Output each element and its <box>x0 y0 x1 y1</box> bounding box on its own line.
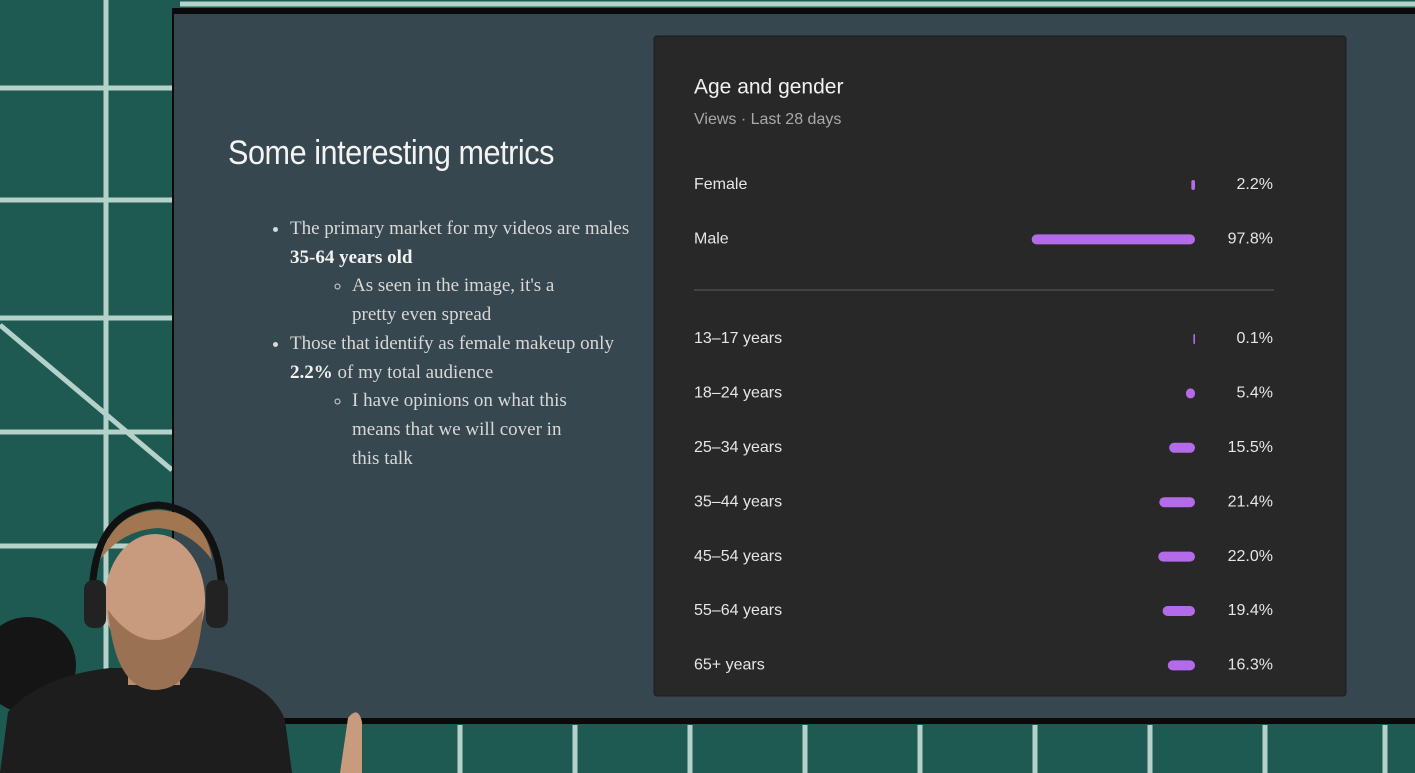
slide-title: Some interesting metrics <box>228 134 554 172</box>
bar <box>1158 551 1195 562</box>
bullet-text: The primary market for my videos are mal… <box>290 218 630 239</box>
value-label: 22.0% <box>1228 548 1273 565</box>
category-label: 55–64 years <box>694 602 782 619</box>
bar <box>1031 234 1195 245</box>
bullet-list: The primary market for my videos are mal… <box>248 215 630 473</box>
bar-chart: Female 2.2% Male 97.8% 13–17 years 0.1% 18–24 … <box>694 176 1273 673</box>
category-label: Female <box>694 176 747 193</box>
category-label: 45–54 years <box>694 548 782 565</box>
category-label: 13–17 years <box>694 330 782 347</box>
value-label: 2.2% <box>1237 176 1273 193</box>
sub-bullet: As seen in the image, it's a pretty even… <box>352 272 592 329</box>
value-label: 0.1% <box>1237 330 1273 347</box>
category-label: Male <box>694 231 729 248</box>
category-label: 18–24 years <box>694 385 782 402</box>
bar <box>1167 660 1195 671</box>
presenter <box>0 501 362 773</box>
bar <box>1193 334 1195 344</box>
bar <box>1162 606 1195 616</box>
value-label: 16.3% <box>1228 657 1273 674</box>
value-label: 21.4% <box>1228 493 1273 510</box>
bar <box>1191 180 1195 190</box>
bar <box>1185 388 1195 399</box>
value-label: 15.5% <box>1228 439 1273 456</box>
category-label: 35–44 years <box>694 493 782 510</box>
bullet: Those that identify as female makeup onl… <box>290 330 630 474</box>
sub-bullet: I have opinions on what this means that … <box>352 387 592 473</box>
bullet-text: of my total audience <box>332 361 494 383</box>
chart-subtitle: Views · Last 28 days <box>694 111 841 128</box>
bullet-text: Those that identify as female makeup onl… <box>290 332 614 354</box>
bullet-bold: 2.2% <box>290 361 333 383</box>
sub-list: I have opinions on what this means that … <box>290 387 592 473</box>
bullet: The primary market for my videos are mal… <box>290 215 630 330</box>
value-label: 97.8% <box>1228 231 1273 248</box>
bar <box>1169 442 1195 453</box>
bullet-bold: 35-64 years old <box>290 246 413 268</box>
bar <box>1159 497 1195 508</box>
sub-list: As seen in the image, it's a pretty even… <box>290 272 592 329</box>
chart-title: Age and gender <box>694 76 843 99</box>
value-label: 19.4% <box>1228 602 1273 619</box>
category-label: 65+ years <box>694 657 765 674</box>
category-label: 25–34 years <box>694 439 782 456</box>
chart-panel <box>653 35 1347 697</box>
value-label: 5.4% <box>1237 385 1273 402</box>
